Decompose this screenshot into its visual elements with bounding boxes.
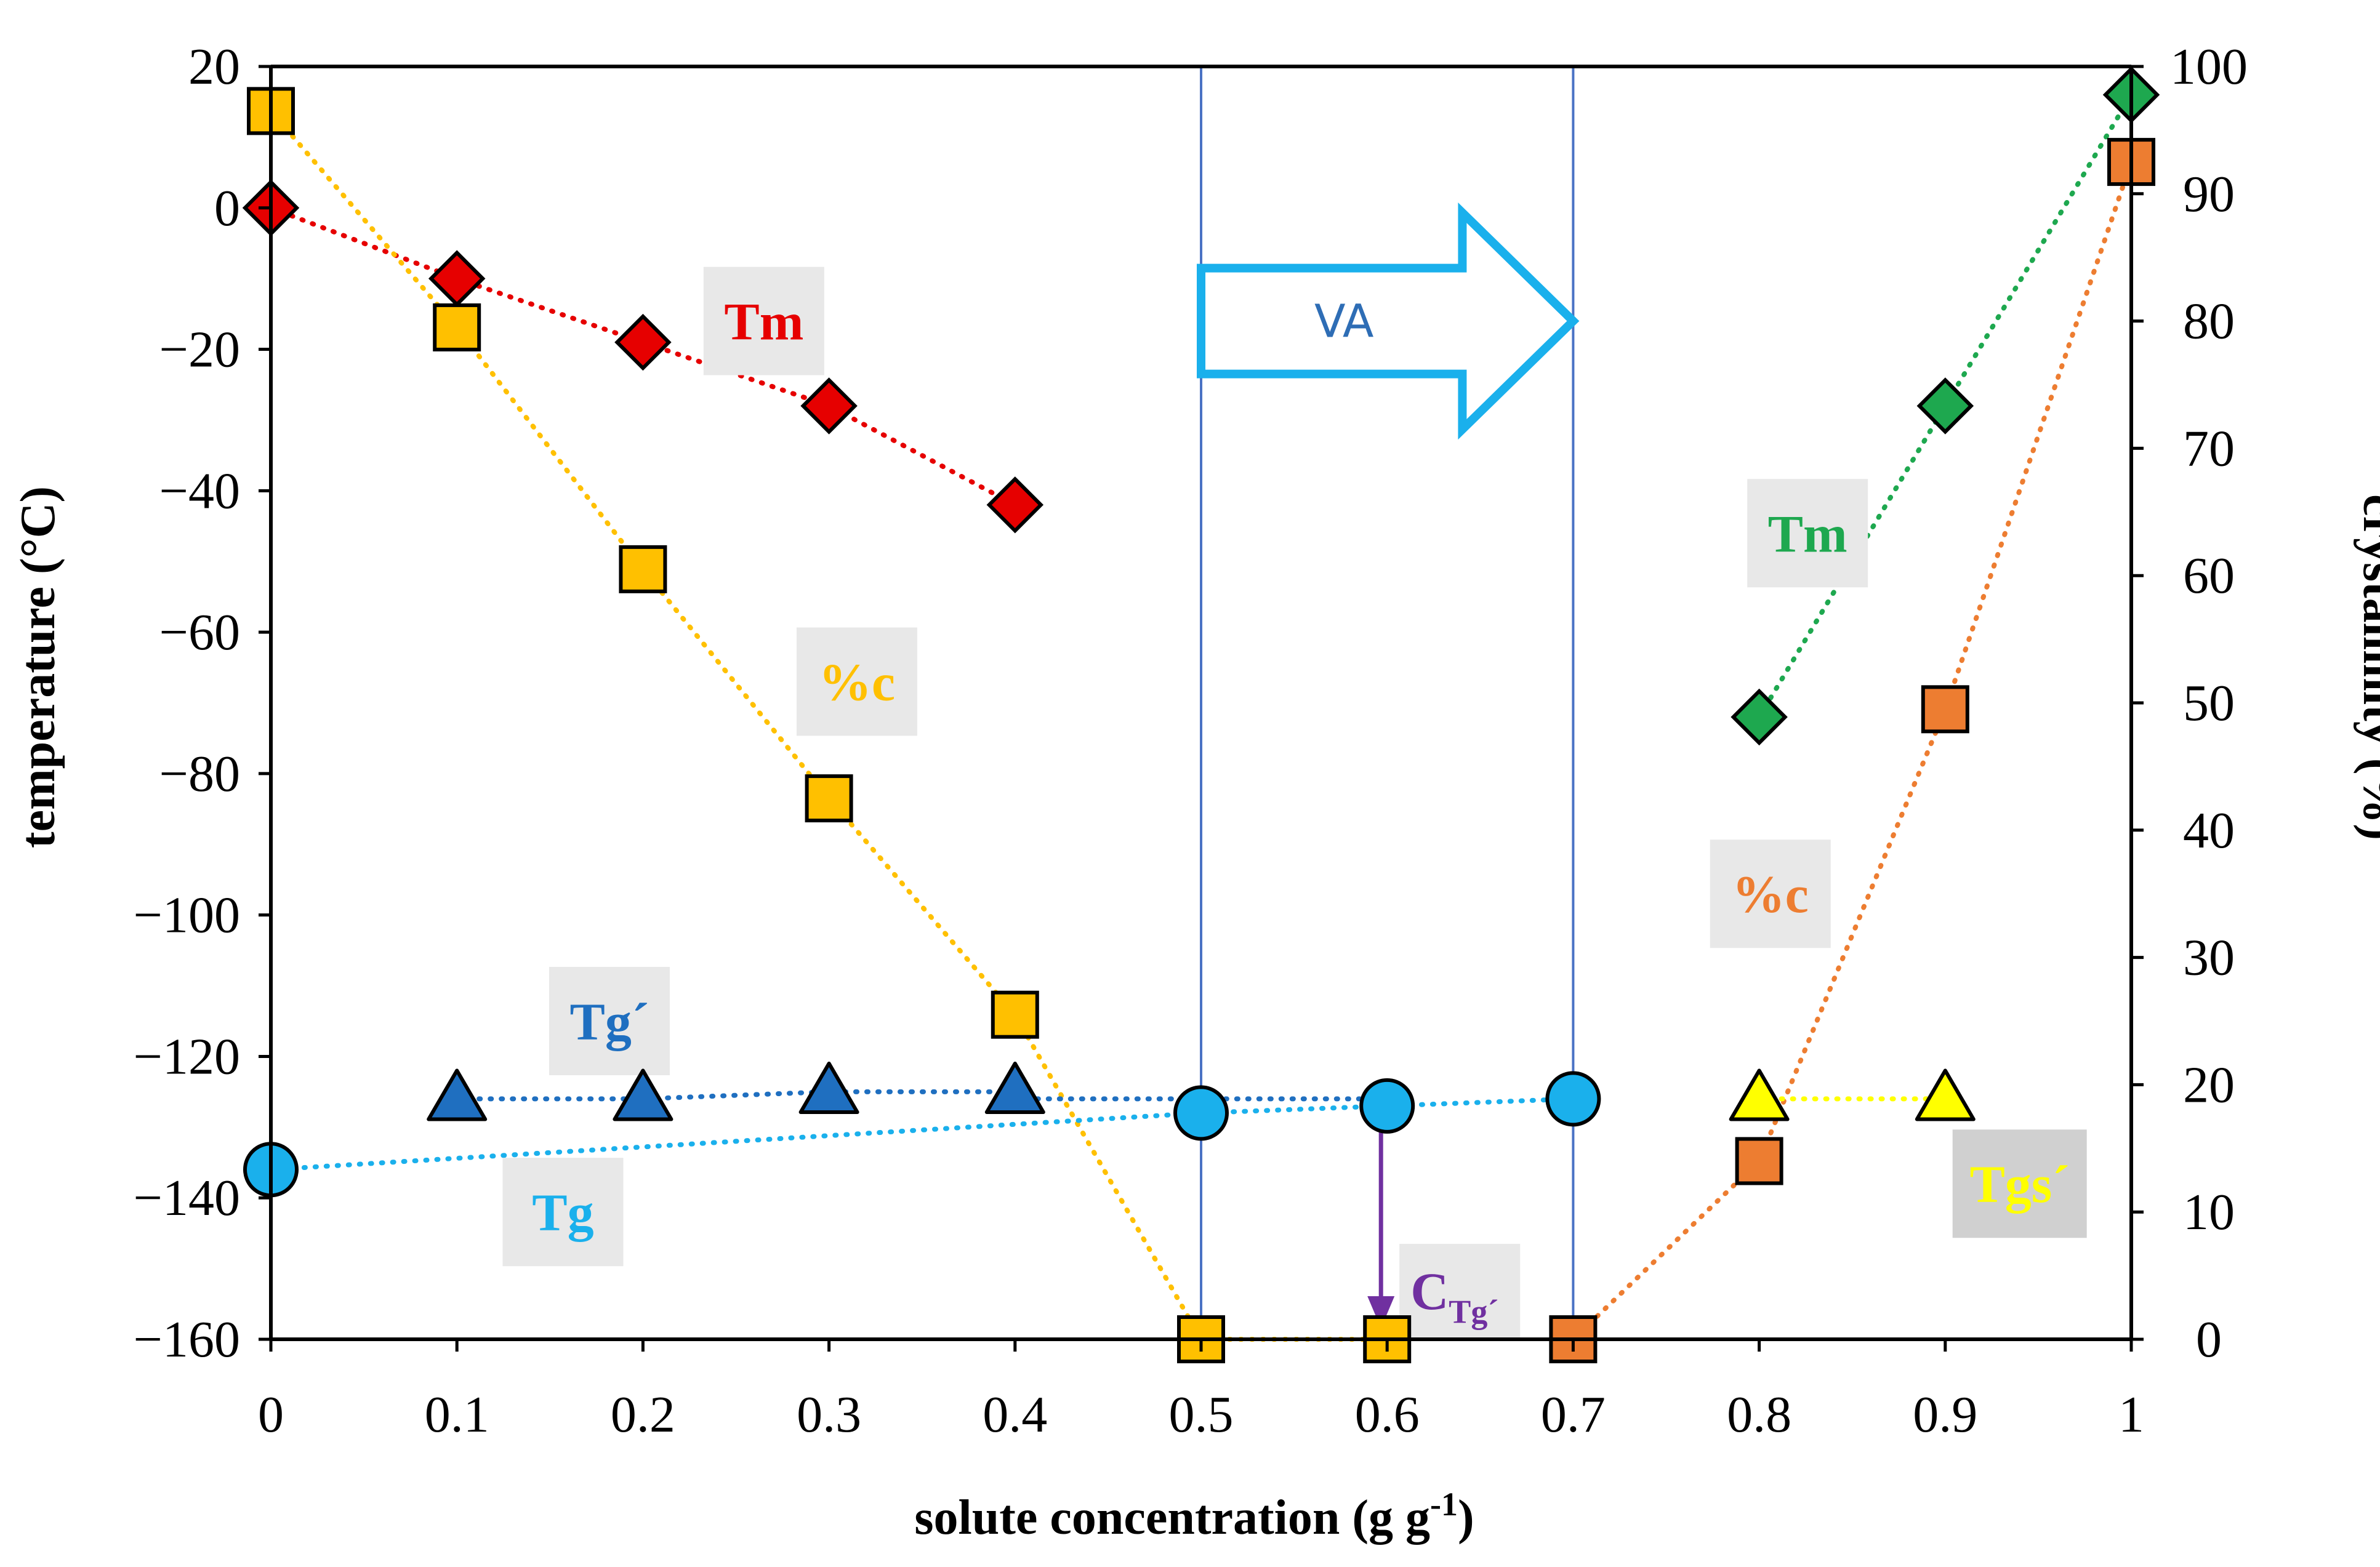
label-box-tg-prime [549,967,670,1075]
va-arrow [1197,202,1580,440]
label-box-pc-low [796,627,917,736]
point-tgs-prime-0 [1729,1068,1790,1121]
ctg-label-box [1399,1243,1521,1341]
annotations: VA CTg´ [1197,202,1580,1341]
label-box-pc-high [1710,840,1831,948]
x-tick-label-10: 1 [2118,1386,2144,1443]
label-pc-low: %c [819,653,895,712]
ctg-label-sub: Tg´ [1449,1293,1498,1330]
x-tick-label-7: 0.7 [1541,1386,1606,1443]
label-box-tg [502,1158,624,1267]
x-tick-label-9: 0.9 [1913,1386,1977,1443]
trend-line-pc-high [1570,159,2134,1342]
point-tm-low-1 [428,250,486,307]
point-pc-low-1 [433,303,481,351]
y-tick-label-4: −60 [159,604,240,661]
y-tick-label-3: −40 [159,462,240,519]
point-tm-high-0 [1731,688,1788,746]
point-tm-low-3 [800,377,858,435]
y2-tick-label-6: 40 [2183,802,2235,859]
point-pc-high-1 [1735,1137,1783,1185]
axes [259,65,2144,1352]
y-axis-title: temperature (°C) [11,486,65,848]
point-tm-low-2 [614,313,672,371]
label-tm-high: Tm [1768,504,1847,563]
y-tick-label-8: −140 [134,1169,240,1227]
label-box-tgs-prime [1952,1129,2087,1238]
point-tg-1 [1173,1085,1229,1141]
y2-tick-label-1: 90 [2183,166,2235,223]
point-pc-high-2 [1921,685,1969,734]
y-tick-label-0: 20 [188,38,240,95]
x-axis-title-sup: -1 [1430,1486,1458,1523]
y-tick-label-9: −160 [134,1311,240,1368]
ctg-arrow-head [1367,1296,1395,1328]
x-tick-label-0: 0 [258,1386,284,1443]
point-tg-prime-2 [798,1061,859,1115]
point-tg-2 [1359,1078,1415,1134]
label-pc-high: %c [1732,865,1809,924]
y-tick-label-1: 0 [214,180,240,237]
x-axis-title-main: solute concentration (g g [914,1491,1430,1545]
trend-line-tg [268,1096,1576,1172]
tick-labels: 200−20−40−60−80−100−120−140−160100908070… [134,38,2248,1443]
label-box-tm-low [703,267,824,375]
y2-tick-label-5: 50 [2183,675,2235,732]
label-box-tm-high [1747,479,1868,588]
vertical-marker-lines [1200,66,1575,1339]
x-tick-label-2: 0.2 [611,1386,675,1443]
x-tick-label-4: 0.4 [983,1386,1047,1443]
y2-tick-label-4: 60 [2183,547,2235,604]
label-tg-prime: Tg´ [570,992,649,1051]
y2-tick-label-8: 20 [2183,1056,2235,1113]
y2-tick-label-0: 100 [2170,38,2248,95]
x-tick-label-1: 0.1 [425,1386,489,1443]
point-tg-prime-1 [613,1068,673,1121]
point-tg-prime-3 [984,1061,1045,1115]
x-tick-label-8: 0.8 [1727,1386,1791,1443]
point-tm-high-1 [1916,377,1974,435]
y-tick-label-2: −20 [159,321,240,379]
y2-axis-title: crystallinity (%) [2353,494,2380,840]
series-labels: Tm %c Tg´ Tg Tm %c Tgs´ [502,267,2087,1267]
point-tm-low-4 [986,476,1044,534]
x-tick-label-3: 0.3 [797,1386,861,1443]
x-tick-label-5: 0.5 [1169,1386,1234,1443]
y2-tick-label-10: 0 [2196,1311,2222,1368]
point-pc-low-3 [805,774,853,823]
y-tick-label-5: −80 [159,745,240,803]
label-tgs-prime: Tgs´ [1969,1155,2069,1214]
point-pc-low-2 [619,545,667,593]
y2-tick-label-7: 30 [2183,929,2235,987]
trend-line-tg-prime [454,1089,1018,1102]
y-tick-label-6: −100 [134,887,240,944]
point-tg-3 [1545,1071,1601,1127]
y2-tick-label-9: 10 [2183,1184,2235,1241]
label-tg: Tg [532,1183,593,1242]
ctg-label: CTg´ [1410,1262,1498,1330]
x-axis-title-tail: ) [1458,1491,1474,1545]
label-tm-low: Tm [724,292,803,351]
trend-line-tm-high [1756,92,2134,719]
point-tg-prime-0 [427,1068,488,1121]
point-tgs-prime-1 [1915,1068,1976,1121]
y2-tick-label-2: 80 [2183,293,2235,350]
point-pc-low-4 [991,990,1039,1039]
x-tick-label-6: 0.6 [1355,1386,1420,1443]
y2-tick-label-3: 70 [2183,420,2235,477]
y-tick-label-7: −120 [134,1028,240,1085]
x-axis-title: solute concentration (g g-1) [914,1486,1474,1545]
ctg-label-main: C [1410,1262,1449,1321]
va-label: VA [1314,295,1374,348]
